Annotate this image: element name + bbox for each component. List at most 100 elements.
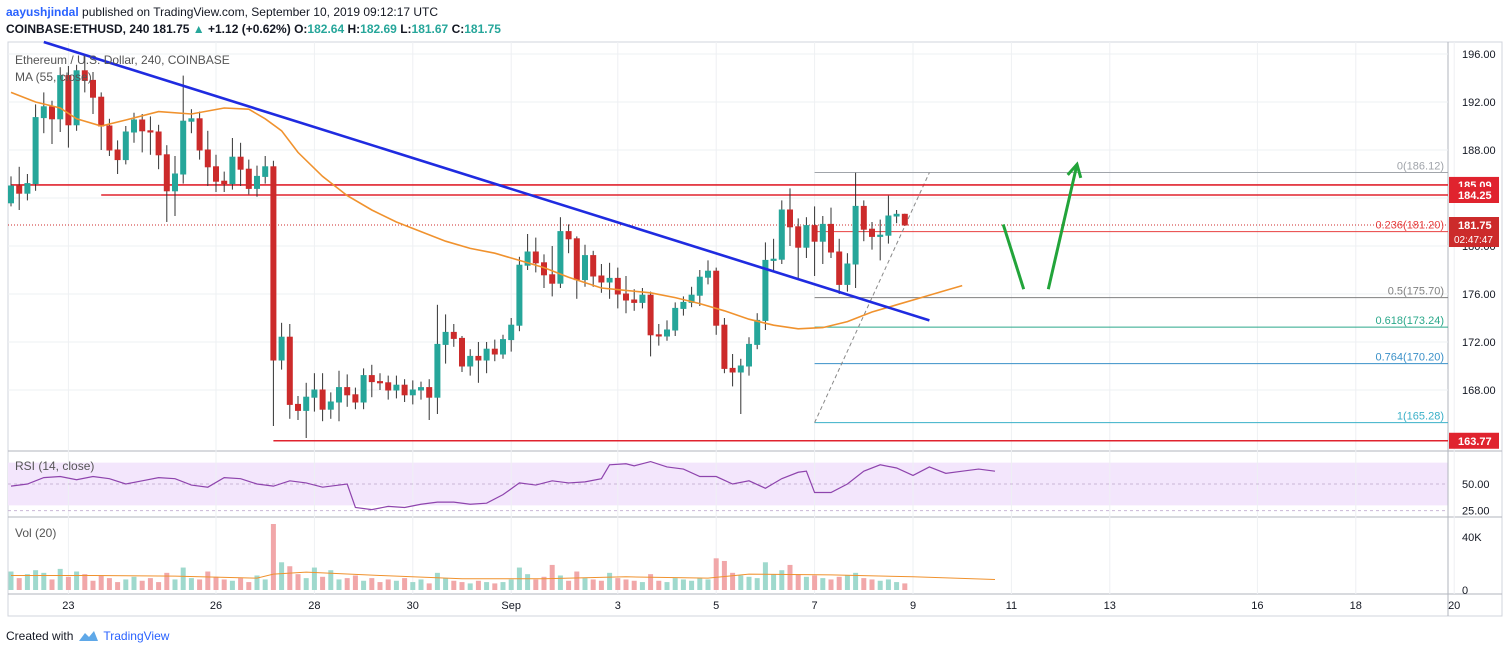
volume-bar [762, 562, 768, 590]
volume-bar [771, 574, 777, 590]
volume-bar [467, 583, 473, 590]
candle-body [122, 131, 129, 161]
candle-body [565, 231, 572, 240]
volume-bar [361, 580, 367, 590]
volume-bar [574, 571, 580, 590]
candle-body [418, 387, 424, 391]
symbol-label[interactable]: COINBASE:ETHUSD, 240 [6, 22, 150, 36]
author-link[interactable]: aayushjindal [6, 5, 79, 19]
volume-bar [385, 579, 391, 590]
price-tick-label: 168.00 [1462, 385, 1496, 397]
candle-body [221, 180, 228, 185]
volume-bar [295, 574, 301, 590]
change-value: +1.12 (+0.62%) [208, 22, 291, 36]
volume-bar [525, 574, 531, 590]
candle-body [344, 387, 351, 396]
volume-bar [713, 558, 719, 590]
candle-body [680, 301, 687, 309]
candle-body [836, 251, 843, 285]
candle-body [598, 275, 605, 283]
time-tick-label: 13 [1104, 600, 1116, 612]
volume-bar [607, 572, 613, 590]
volume-bar [393, 580, 399, 590]
volume-bar [836, 576, 842, 590]
candle-body [614, 277, 621, 295]
volume-bar [156, 582, 162, 590]
candle-body [713, 270, 720, 326]
candle-body [90, 79, 96, 98]
volume-bar [557, 575, 563, 590]
forecast-arrowhead-icon [1066, 161, 1083, 179]
volume-bar [377, 582, 383, 590]
volume-title: Vol (20) [15, 526, 56, 540]
candle-body [770, 258, 777, 261]
volume-bar [147, 578, 153, 590]
volume-bar [410, 582, 416, 590]
candle-body [729, 367, 736, 373]
volume-bar [582, 578, 588, 590]
time-tick-label: Sep [501, 600, 521, 612]
volume-bar [828, 579, 834, 590]
volume-bar [402, 578, 408, 590]
change-up-icon: ▲ [192, 22, 205, 36]
candle-body [131, 119, 137, 133]
volume-bar [672, 578, 678, 590]
tradingview-brand[interactable]: TradingView [103, 629, 170, 643]
candle-body [163, 154, 170, 192]
volume-bar [188, 578, 194, 590]
candle-body [795, 226, 802, 248]
time-tick-label: 5 [713, 600, 719, 612]
fib-level-label: 0.618(173.24) [1376, 315, 1445, 327]
price-tick-label: 172.00 [1462, 337, 1496, 349]
candle-body [319, 389, 326, 410]
volume-bar [221, 579, 227, 590]
volume-bar [623, 579, 629, 590]
candle-body [360, 375, 367, 403]
candle-body [385, 382, 392, 391]
volume-bar [443, 578, 449, 590]
bearish-trendline [43, 40, 930, 322]
volume-bar [24, 574, 30, 590]
volume-bar [205, 571, 211, 590]
candle-body [606, 277, 613, 283]
candle-body [877, 234, 884, 237]
candle-body [409, 389, 416, 396]
candle-body [705, 270, 711, 278]
price-tick-label: 192.00 [1462, 97, 1496, 109]
candle-body [869, 228, 875, 237]
candle-body [262, 166, 269, 177]
last-price-tag [1449, 217, 1499, 247]
volume-bar [320, 576, 326, 590]
candle-body [582, 255, 588, 281]
candle-body [180, 120, 187, 175]
candle-body [204, 149, 211, 168]
chart-title: Ethereum / U.S. Dollar, 240, COINBASE [15, 53, 230, 67]
candle-body [762, 259, 769, 321]
rsi-line [10, 460, 996, 511]
candle-body [401, 384, 408, 396]
volume-bar [598, 580, 604, 590]
forecast-dip-arrow [1001, 223, 1026, 290]
volume-bar [730, 572, 736, 590]
volume-bar [656, 580, 662, 590]
low-value: 181.67 [411, 22, 449, 36]
candle-body [549, 274, 556, 284]
volume-bar [541, 576, 547, 590]
candle-body [295, 403, 301, 411]
candle-body [245, 168, 252, 189]
volume-bar [65, 576, 71, 590]
candle-body [746, 343, 752, 367]
candle-body [737, 365, 744, 373]
volume-bar [754, 578, 760, 590]
candle-body [811, 225, 818, 242]
volume-bar [492, 583, 498, 590]
candle-body [147, 130, 154, 133]
volume-bar [484, 582, 490, 590]
volume-bar [566, 580, 572, 590]
published-text: published on TradingView.com, September … [82, 5, 439, 19]
time-tick-label: 23 [62, 600, 74, 612]
volume-bar [631, 580, 637, 590]
candle-body [16, 185, 23, 194]
volume-bar [533, 579, 539, 590]
